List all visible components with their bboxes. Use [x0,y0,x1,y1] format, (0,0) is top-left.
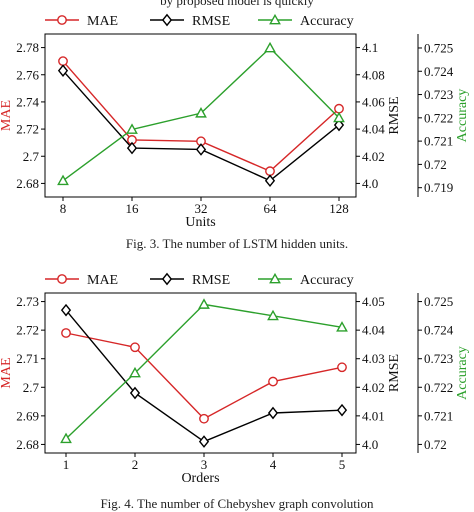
accuracy-axis-tick-label: 0.725 [424,294,453,309]
x-tick-label: 32 [195,201,208,216]
rmse-point [266,176,274,186]
accuracy-axis-tick-label: 0.719 [424,180,453,195]
rmse-axis-tick-label: 4.04 [362,323,385,338]
rmse-point [269,408,277,418]
chart-lstm-hidden-units: 8 16 32 64 128 Units 2.78 2.76 2.74 2.72 2.7 2.68 MA… [0,14,470,230]
accuracy-axis-tick-label: 0.724 [424,323,454,338]
rmse-axis-tick-label: 4.08 [362,67,385,82]
legend-rmse-marker [163,15,171,25]
legend-accuracy-label: Accuracy [300,273,354,288]
x-tick-label: 64 [264,201,278,216]
mae-axis-tick-label: 2.69 [16,408,39,423]
legend-mae-marker [58,16,66,24]
accuracy-axis-tick-label: 0.721 [424,134,453,149]
legend-rmse-label: RMSE [192,14,230,29]
accuracy-point [265,43,274,51]
x-tick-label: 16 [126,201,140,216]
legend-rmse-label: RMSE [192,273,230,288]
legend-mae-label: MAE [87,273,118,288]
mae-point [335,105,343,113]
mae-axis-tick-label: 2.68 [16,176,39,191]
x-axis-label: Orders [181,471,219,486]
rmse-axis-tick-label: 4.01 [362,408,385,423]
accuracy-axis-tick-label: 0.725 [424,40,453,55]
mae-series-line [66,333,342,419]
rmse-axis-tick-label: 4.05 [362,294,385,309]
x-tick-label: 5 [339,457,346,472]
chart-chebyshev-orders: 1 2 3 4 5 Orders 2.73 2.72 2.71 2.7 2.69 2.68 MAE 4.0… [0,273,470,486]
x-tick-label: 8 [60,201,67,216]
accuracy-point [58,176,67,184]
legend-mae-marker [58,275,66,283]
figure-caption-3: Fig. 3. The number of LSTM hidden units. [0,236,474,252]
rmse-point [200,436,208,446]
accuracy-axis-tick-label: 0.724 [424,64,454,79]
legend-rmse-marker [163,274,171,284]
mae-axis-tick-label: 2.68 [16,437,39,452]
rmse-axis-tick-label: 4.02 [362,380,385,395]
mae-axis-tick-label: 2.72 [16,122,39,137]
mae-axis-tick-label: 2.74 [16,94,39,109]
mae-point [59,57,67,65]
x-tick-label: 3 [201,457,208,472]
x-tick-label: 4 [270,457,277,472]
mae-axis-tick-label: 2.78 [16,40,39,55]
rmse-axis-tick-label: 4.06 [362,94,385,109]
accuracy-axis-tick-label: 0.722 [424,110,453,125]
rmse-axis-tick-label: 4.1 [362,40,378,55]
rmse-series-line [63,71,339,181]
rmse-axis-tick-label: 4.04 [362,122,385,137]
mae-axis-tick-label: 2.73 [16,294,39,309]
rmse-axis-tick-label: 4.02 [362,149,385,164]
rmse-axis-label: RMSE [387,96,402,134]
rmse-axis-tick-label: 4.0 [362,437,378,452]
rmse-point [338,405,346,415]
figure-caption-4: Fig. 4. The number of Chebyshev graph co… [0,496,474,512]
mae-axis-tick-label: 2.7 [23,149,40,164]
rmse-point [197,144,205,154]
x-tick-label: 2 [132,457,139,472]
accuracy-axis-tick-label: 0.722 [424,380,453,395]
x-tick-label: 1 [63,457,70,472]
mae-axis-tick-label: 2.72 [16,323,39,338]
accuracy-axis-tick-label: 0.721 [424,408,453,423]
mae-point [269,377,277,385]
rmse-axis-label: RMSE [387,354,402,392]
accuracy-axis-tick-label: 0.723 [424,351,453,366]
mae-point [131,343,139,351]
plot-frame [45,293,356,453]
mae-axis-tick-label: 2.71 [16,351,39,366]
mae-point [200,415,208,423]
accuracy-axis-tick-label: 0.72 [424,157,447,172]
x-tick-label: 128 [329,201,349,216]
legend-mae-label: MAE [87,14,118,29]
accuracy-axis-tick-label: 0.72 [424,437,447,452]
mae-axis-tick-label: 2.7 [23,380,40,395]
accuracy-axis-label: Accuracy [455,346,470,400]
mae-point [266,167,274,175]
accuracy-axis-tick-label: 0.723 [424,87,453,102]
mae-axis-label: MAE [0,357,14,388]
legend-accuracy-label: Accuracy [300,14,354,29]
mae-axis-label: MAE [0,100,14,131]
mae-point [338,363,346,371]
accuracy-axis-label: Accuracy [455,89,470,143]
mae-axis-tick-label: 2.76 [16,67,39,82]
rmse-axis-tick-label: 4.03 [362,351,385,366]
x-axis-label: Units [185,215,215,230]
rmse-axis-tick-label: 4.0 [362,176,378,191]
accuracy-point [199,300,208,308]
mae-point [62,329,70,337]
